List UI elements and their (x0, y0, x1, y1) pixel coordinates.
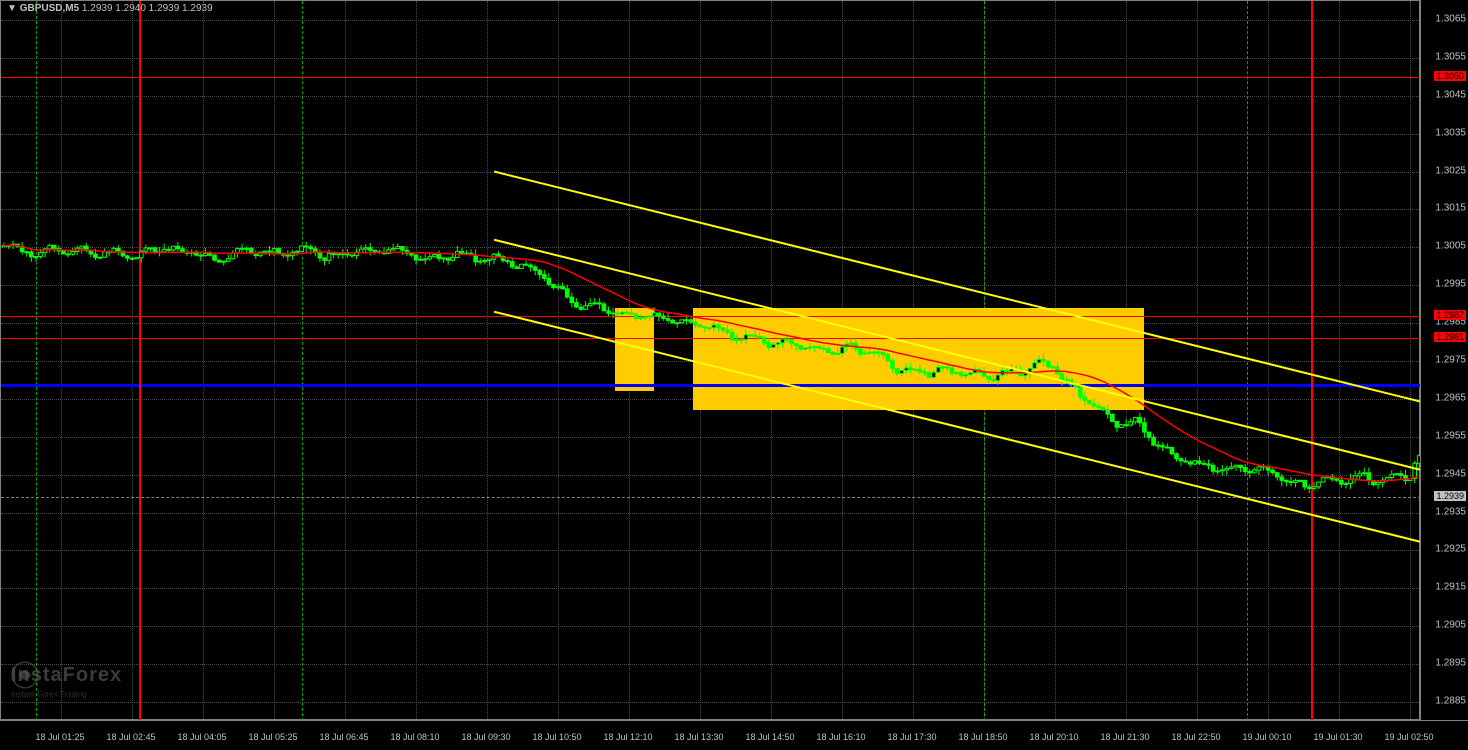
x-tick-label: 19 Jul 02:50 (1384, 732, 1433, 742)
watermark-subtitle: Instant Forex Trading (11, 690, 87, 699)
y-tick-label: 1.2905 (1435, 620, 1466, 631)
x-tick-label: 18 Jul 22:50 (1171, 732, 1220, 742)
y-axis-scale: 1.3065 1.3055 1.3045 1.3035 1.3025 1.3015 1.30… (1420, 0, 1468, 720)
grid-line-h (1, 247, 1421, 248)
highlight-zone (615, 308, 654, 391)
price-level-label: 1.2987 (1434, 310, 1466, 320)
grid-line-v (203, 1, 204, 721)
x-tick-label: 18 Jul 13:30 (674, 732, 723, 742)
y-tick-label: 1.3065 (1435, 13, 1466, 24)
grid-line-v (416, 1, 417, 721)
x-tick-label: 18 Jul 02:45 (106, 732, 155, 742)
grid-line-h (1, 209, 1421, 210)
grid-line-v (558, 1, 559, 721)
grid-line-v (274, 1, 275, 721)
x-axis-scale: 18 Jul 01:25 18 Jul 02:45 18 Jul 04:05 18 J… (0, 720, 1468, 750)
grid-line-h (1, 285, 1421, 286)
grid-line-h (1, 588, 1421, 589)
plot-area[interactable]: ▼ GBPUSD,M5 1.2939 1.2940 1.2939 1.2939 … (0, 0, 1420, 720)
x-tick-label: 18 Jul 06:45 (319, 732, 368, 742)
session-divider (302, 1, 303, 721)
grid-line-v (61, 1, 62, 721)
y-tick-label: 1.2995 (1435, 279, 1466, 290)
x-tick-label: 18 Jul 12:10 (603, 732, 652, 742)
y-tick-label: 1.2965 (1435, 392, 1466, 403)
current-price-label: 1.2939 (1434, 491, 1466, 501)
y-tick-label: 1.3045 (1435, 89, 1466, 100)
time-marker-line (1311, 1, 1313, 721)
x-tick-label: 18 Jul 01:25 (35, 732, 84, 742)
y-tick-label: 1.3025 (1435, 165, 1466, 176)
grid-line-v (132, 1, 133, 721)
y-tick-label: 1.2945 (1435, 468, 1466, 479)
y-tick-label: 1.2975 (1435, 355, 1466, 366)
grid-line-v (487, 1, 488, 721)
time-marker-line (139, 1, 141, 721)
x-tick-label: 18 Jul 18:50 (958, 732, 1007, 742)
x-tick-label: 18 Jul 14:50 (745, 732, 794, 742)
grid-line-h (1, 475, 1421, 476)
grid-line-h (1, 550, 1421, 551)
watermark-text: InstaForex (11, 664, 122, 687)
y-tick-label: 1.2915 (1435, 582, 1466, 593)
x-tick-label: 18 Jul 05:25 (248, 732, 297, 742)
grid-line-v (1197, 1, 1198, 721)
price-level-label: 1.2981 (1434, 332, 1466, 342)
x-tick-label: 18 Jul 20:10 (1029, 732, 1078, 742)
y-tick-label: 1.2885 (1435, 696, 1466, 707)
y-tick-label: 1.3055 (1435, 51, 1466, 62)
grid-line-h (1, 702, 1421, 703)
grid-line-h (1, 172, 1421, 173)
grid-line-h (1, 20, 1421, 21)
forex-chart[interactable]: ▼ GBPUSD,M5 1.2939 1.2940 1.2939 1.2939 … (0, 0, 1468, 750)
grid-line-h (1, 437, 1421, 438)
x-tick-label: 18 Jul 10:50 (532, 732, 581, 742)
x-tick-label: 18 Jul 21:30 (1100, 732, 1149, 742)
price-level-line (1, 316, 1421, 317)
y-tick-label: 1.3015 (1435, 203, 1466, 214)
grid-line-v (345, 1, 346, 721)
x-tick-label: 18 Jul 04:05 (177, 732, 226, 742)
symbol-ohlc-readout: ▼ GBPUSD,M5 1.2939 1.2940 1.2939 1.2939 (7, 3, 213, 14)
grid-line-h (1, 58, 1421, 59)
grid-line-v (1268, 1, 1269, 721)
price-level-label: 1.3050 (1434, 71, 1466, 81)
price-level-line (1, 338, 1421, 339)
price-level-line (1, 384, 1421, 387)
grid-line-h (1, 134, 1421, 135)
symbol-name: GBPUSD,M5 (20, 3, 79, 14)
grid-line-v (1339, 1, 1340, 721)
x-tick-label: 19 Jul 00:10 (1242, 732, 1291, 742)
chevron-down-icon: ▼ (7, 3, 17, 14)
grid-line-v (1410, 1, 1411, 721)
x-tick-label: 18 Jul 17:30 (887, 732, 936, 742)
y-tick-label: 1.2895 (1435, 658, 1466, 669)
x-tick-label: 18 Jul 09:30 (461, 732, 510, 742)
highlight-zone (693, 308, 1144, 410)
y-tick-label: 1.2935 (1435, 506, 1466, 517)
grid-line-h (1, 626, 1421, 627)
x-tick-label: 18 Jul 08:10 (390, 732, 439, 742)
session-divider (36, 1, 37, 721)
x-tick-label: 19 Jul 01:30 (1313, 732, 1362, 742)
session-divider (1247, 1, 1248, 721)
y-tick-label: 1.2925 (1435, 544, 1466, 555)
x-tick-label: 18 Jul 16:10 (816, 732, 865, 742)
grid-line-h (1, 664, 1421, 665)
y-tick-label: 1.3005 (1435, 241, 1466, 252)
price-level-line (1, 77, 1421, 78)
grid-line-h (1, 96, 1421, 97)
current-price-line (1, 497, 1421, 498)
y-tick-label: 1.2955 (1435, 430, 1466, 441)
y-tick-label: 1.3035 (1435, 127, 1466, 138)
grid-line-h (1, 513, 1421, 514)
